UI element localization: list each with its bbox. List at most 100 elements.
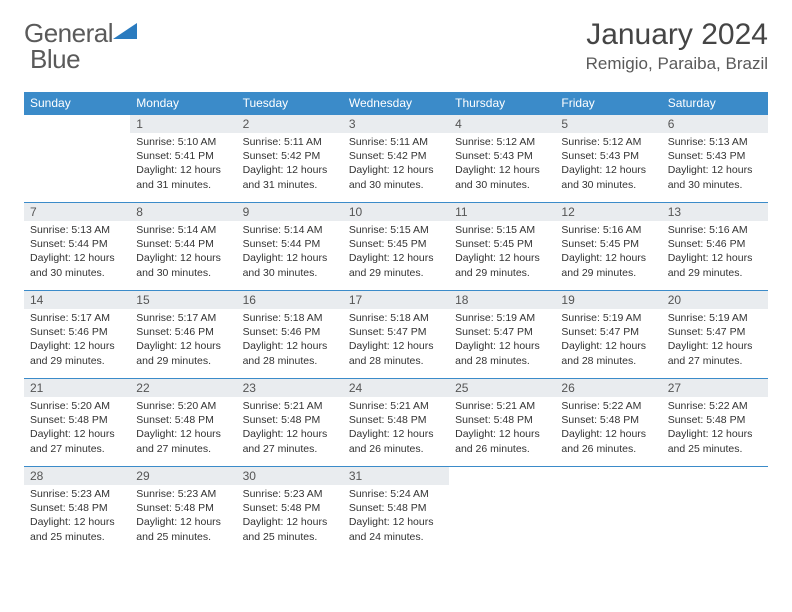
- day-number: 12: [555, 203, 661, 221]
- calendar-day-cell: 2Sunrise: 5:11 AMSunset: 5:42 PMDaylight…: [237, 115, 343, 203]
- calendar-day-cell: 17Sunrise: 5:18 AMSunset: 5:47 PMDayligh…: [343, 291, 449, 379]
- calendar-day-cell: 10Sunrise: 5:15 AMSunset: 5:45 PMDayligh…: [343, 203, 449, 291]
- calendar-day-cell: 8Sunrise: 5:14 AMSunset: 5:44 PMDaylight…: [130, 203, 236, 291]
- day-number: 8: [130, 203, 236, 221]
- day-details: Sunrise: 5:17 AMSunset: 5:46 PMDaylight:…: [130, 309, 236, 370]
- day-details: Sunrise: 5:11 AMSunset: 5:42 PMDaylight:…: [343, 133, 449, 194]
- calendar-day-cell: 1Sunrise: 5:10 AMSunset: 5:41 PMDaylight…: [130, 115, 236, 203]
- day-number: 17: [343, 291, 449, 309]
- day-number: 16: [237, 291, 343, 309]
- day-number: 31: [343, 467, 449, 485]
- brand-triangle-icon: [113, 21, 139, 46]
- calendar-day-cell: 28Sunrise: 5:23 AMSunset: 5:48 PMDayligh…: [24, 467, 130, 555]
- day-number: 28: [24, 467, 130, 485]
- calendar-day-cell: 6Sunrise: 5:13 AMSunset: 5:43 PMDaylight…: [662, 115, 768, 203]
- title-block: January 2024 Remigio, Paraiba, Brazil: [586, 18, 768, 74]
- day-number: 3: [343, 115, 449, 133]
- day-number: 2: [237, 115, 343, 133]
- weekday-header: Friday: [555, 92, 661, 115]
- day-number: 5: [555, 115, 661, 133]
- day-details: Sunrise: 5:20 AMSunset: 5:48 PMDaylight:…: [130, 397, 236, 458]
- day-number: 24: [343, 379, 449, 397]
- calendar-week-row: 7Sunrise: 5:13 AMSunset: 5:44 PMDaylight…: [24, 203, 768, 291]
- day-details: Sunrise: 5:22 AMSunset: 5:48 PMDaylight:…: [662, 397, 768, 458]
- calendar-week-row: 28Sunrise: 5:23 AMSunset: 5:48 PMDayligh…: [24, 467, 768, 555]
- weekday-header: Wednesday: [343, 92, 449, 115]
- day-details: Sunrise: 5:21 AMSunset: 5:48 PMDaylight:…: [237, 397, 343, 458]
- day-details: Sunrise: 5:23 AMSunset: 5:48 PMDaylight:…: [24, 485, 130, 546]
- weekday-header: Thursday: [449, 92, 555, 115]
- day-details: Sunrise: 5:23 AMSunset: 5:48 PMDaylight:…: [237, 485, 343, 546]
- calendar-day-cell: ..: [555, 467, 661, 555]
- day-details: Sunrise: 5:10 AMSunset: 5:41 PMDaylight:…: [130, 133, 236, 194]
- calendar-week-row: ..1Sunrise: 5:10 AMSunset: 5:41 PMDaylig…: [24, 115, 768, 203]
- day-number: 29: [130, 467, 236, 485]
- day-details: Sunrise: 5:11 AMSunset: 5:42 PMDaylight:…: [237, 133, 343, 194]
- day-number: 10: [343, 203, 449, 221]
- calendar-day-cell: 21Sunrise: 5:20 AMSunset: 5:48 PMDayligh…: [24, 379, 130, 467]
- day-number: 19: [555, 291, 661, 309]
- day-number: 21: [24, 379, 130, 397]
- day-details: Sunrise: 5:21 AMSunset: 5:48 PMDaylight:…: [449, 397, 555, 458]
- day-details: Sunrise: 5:14 AMSunset: 5:44 PMDaylight:…: [237, 221, 343, 282]
- calendar-day-cell: 31Sunrise: 5:24 AMSunset: 5:48 PMDayligh…: [343, 467, 449, 555]
- day-details: Sunrise: 5:18 AMSunset: 5:47 PMDaylight:…: [343, 309, 449, 370]
- calendar-day-cell: 4Sunrise: 5:12 AMSunset: 5:43 PMDaylight…: [449, 115, 555, 203]
- weekday-header: Monday: [130, 92, 236, 115]
- day-number: 6: [662, 115, 768, 133]
- day-details: Sunrise: 5:14 AMSunset: 5:44 PMDaylight:…: [130, 221, 236, 282]
- calendar-day-cell: 20Sunrise: 5:19 AMSunset: 5:47 PMDayligh…: [662, 291, 768, 379]
- calendar-day-cell: 29Sunrise: 5:23 AMSunset: 5:48 PMDayligh…: [130, 467, 236, 555]
- calendar-day-cell: 13Sunrise: 5:16 AMSunset: 5:46 PMDayligh…: [662, 203, 768, 291]
- header: General January 2024 Remigio, Paraiba, B…: [24, 18, 768, 74]
- day-details: Sunrise: 5:17 AMSunset: 5:46 PMDaylight:…: [24, 309, 130, 370]
- day-details: Sunrise: 5:19 AMSunset: 5:47 PMDaylight:…: [449, 309, 555, 370]
- day-number: 1: [130, 115, 236, 133]
- location-text: Remigio, Paraiba, Brazil: [586, 54, 768, 74]
- day-number: 7: [24, 203, 130, 221]
- day-details: Sunrise: 5:19 AMSunset: 5:47 PMDaylight:…: [555, 309, 661, 370]
- day-details: Sunrise: 5:12 AMSunset: 5:43 PMDaylight:…: [555, 133, 661, 194]
- calendar-day-cell: 9Sunrise: 5:14 AMSunset: 5:44 PMDaylight…: [237, 203, 343, 291]
- calendar-table: SundayMondayTuesdayWednesdayThursdayFrid…: [24, 92, 768, 555]
- calendar-day-cell: 15Sunrise: 5:17 AMSunset: 5:46 PMDayligh…: [130, 291, 236, 379]
- calendar-day-cell: ..: [662, 467, 768, 555]
- day-number: 4: [449, 115, 555, 133]
- calendar-head: SundayMondayTuesdayWednesdayThursdayFrid…: [24, 92, 768, 115]
- calendar-day-cell: 7Sunrise: 5:13 AMSunset: 5:44 PMDaylight…: [24, 203, 130, 291]
- day-number: 26: [555, 379, 661, 397]
- day-details: Sunrise: 5:13 AMSunset: 5:43 PMDaylight:…: [662, 133, 768, 194]
- calendar-day-cell: 26Sunrise: 5:22 AMSunset: 5:48 PMDayligh…: [555, 379, 661, 467]
- day-number: 18: [449, 291, 555, 309]
- brand-word2-wrap: Blue: [30, 44, 80, 75]
- day-details: Sunrise: 5:18 AMSunset: 5:46 PMDaylight:…: [237, 309, 343, 370]
- day-details: Sunrise: 5:24 AMSunset: 5:48 PMDaylight:…: [343, 485, 449, 546]
- day-details: Sunrise: 5:20 AMSunset: 5:48 PMDaylight:…: [24, 397, 130, 458]
- calendar-week-row: 14Sunrise: 5:17 AMSunset: 5:46 PMDayligh…: [24, 291, 768, 379]
- day-number: 9: [237, 203, 343, 221]
- day-number: 23: [237, 379, 343, 397]
- calendar-day-cell: 16Sunrise: 5:18 AMSunset: 5:46 PMDayligh…: [237, 291, 343, 379]
- calendar-day-cell: 14Sunrise: 5:17 AMSunset: 5:46 PMDayligh…: [24, 291, 130, 379]
- weekday-header: Saturday: [662, 92, 768, 115]
- day-details: Sunrise: 5:23 AMSunset: 5:48 PMDaylight:…: [130, 485, 236, 546]
- day-number: 14: [24, 291, 130, 309]
- day-number: 30: [237, 467, 343, 485]
- calendar-day-cell: 12Sunrise: 5:16 AMSunset: 5:45 PMDayligh…: [555, 203, 661, 291]
- day-details: Sunrise: 5:19 AMSunset: 5:47 PMDaylight:…: [662, 309, 768, 370]
- calendar-day-cell: ..: [449, 467, 555, 555]
- month-title: January 2024: [586, 18, 768, 52]
- day-number: 25: [449, 379, 555, 397]
- calendar-day-cell: 3Sunrise: 5:11 AMSunset: 5:42 PMDaylight…: [343, 115, 449, 203]
- day-number: 27: [662, 379, 768, 397]
- day-details: Sunrise: 5:22 AMSunset: 5:48 PMDaylight:…: [555, 397, 661, 458]
- day-number: 22: [130, 379, 236, 397]
- calendar-day-cell: 27Sunrise: 5:22 AMSunset: 5:48 PMDayligh…: [662, 379, 768, 467]
- day-details: Sunrise: 5:21 AMSunset: 5:48 PMDaylight:…: [343, 397, 449, 458]
- day-number: 20: [662, 291, 768, 309]
- calendar-day-cell: 30Sunrise: 5:23 AMSunset: 5:48 PMDayligh…: [237, 467, 343, 555]
- calendar-day-cell: 23Sunrise: 5:21 AMSunset: 5:48 PMDayligh…: [237, 379, 343, 467]
- day-number: 11: [449, 203, 555, 221]
- weekday-header: Sunday: [24, 92, 130, 115]
- calendar-day-cell: 11Sunrise: 5:15 AMSunset: 5:45 PMDayligh…: [449, 203, 555, 291]
